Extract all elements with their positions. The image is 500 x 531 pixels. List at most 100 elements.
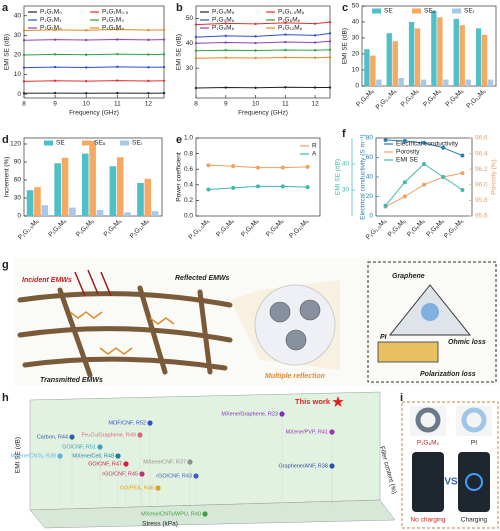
bar bbox=[61, 157, 69, 216]
marker bbox=[305, 185, 310, 190]
legend-swatch bbox=[44, 140, 53, 146]
pores bbox=[269, 299, 321, 351]
x-tick-label: P₁G₁.₅M₆ bbox=[375, 87, 399, 111]
phone bbox=[458, 452, 490, 512]
x-tick-label: P₁G₃M₆ bbox=[47, 217, 68, 238]
point-label: Graphene/ANF, R38 bbox=[278, 463, 328, 469]
tick-label: 20 bbox=[14, 52, 22, 59]
marker bbox=[313, 86, 317, 89]
label: Graphene bbox=[392, 273, 425, 280]
marker bbox=[383, 203, 388, 208]
point-label: GO/CNF, R51 bbox=[62, 444, 96, 450]
marker bbox=[147, 79, 150, 83]
marker bbox=[460, 188, 465, 192]
marker bbox=[422, 162, 426, 166]
legend-label: Electrical conductivity bbox=[396, 141, 459, 148]
marker bbox=[22, 80, 26, 83]
line bbox=[23, 53, 165, 56]
pore bbox=[285, 329, 307, 351]
legend-label: P₁G₃M₆ bbox=[212, 17, 235, 24]
marker bbox=[313, 56, 317, 59]
marker bbox=[284, 21, 287, 25]
legend-label: P₁G₉M₆ bbox=[212, 25, 235, 32]
point-label: rGO/CNF, R45 bbox=[102, 471, 138, 477]
point-label: MXene/PVP, R41 bbox=[286, 429, 328, 435]
legend-label: P₁G₁M₃ bbox=[102, 17, 124, 24]
tick-label: 20 bbox=[366, 193, 374, 200]
tick-label: 120 bbox=[10, 141, 21, 148]
marker bbox=[162, 53, 166, 56]
x-tick-label: 8 bbox=[22, 101, 26, 108]
point bbox=[137, 432, 143, 438]
marker bbox=[53, 65, 57, 69]
fibers bbox=[17, 285, 233, 378]
marker bbox=[116, 28, 119, 31]
marker bbox=[256, 165, 260, 170]
marker bbox=[254, 35, 257, 38]
point-label: rGO/CNF, R43 bbox=[156, 473, 192, 479]
marker bbox=[328, 48, 332, 51]
tick-label: 40 bbox=[342, 161, 350, 168]
marker bbox=[194, 23, 198, 26]
axis-label: Power coefficient bbox=[176, 152, 183, 202]
legend-swatch bbox=[372, 8, 381, 14]
marker bbox=[402, 180, 407, 185]
axis-label: EMI SE (dB) bbox=[4, 34, 11, 70]
legend-label: P₁G₁M₁ bbox=[40, 17, 62, 24]
bar bbox=[144, 178, 152, 216]
marker bbox=[85, 38, 88, 42]
label: PI bbox=[471, 440, 477, 447]
line bbox=[195, 86, 330, 89]
marker bbox=[53, 38, 57, 41]
marker bbox=[22, 92, 26, 95]
charging-ring bbox=[465, 473, 483, 491]
x-tick-label: 11 bbox=[114, 101, 121, 108]
x-tick-label: P₁G₃M₆ bbox=[215, 217, 236, 238]
marker bbox=[53, 28, 57, 32]
point-label: This work bbox=[295, 397, 331, 406]
tick-label: 96.0 bbox=[475, 182, 488, 189]
bar bbox=[109, 166, 117, 216]
marker bbox=[53, 53, 57, 56]
tick-label: 40 bbox=[366, 174, 374, 181]
bar bbox=[69, 207, 76, 216]
fiber bbox=[197, 289, 213, 375]
x-tick-label: 12 bbox=[145, 101, 153, 108]
point-label: Fe₃O₄/Graphene, R49 bbox=[82, 432, 136, 438]
tick-label: 96.4 bbox=[475, 150, 488, 157]
pore bbox=[299, 299, 321, 321]
legend-label: P₁G₀M₆ bbox=[212, 9, 235, 16]
x-tick-label: P₁G₀M₆ bbox=[355, 87, 376, 108]
bar bbox=[453, 18, 459, 86]
arrow bbox=[87, 269, 99, 295]
x-tick-label: 10 bbox=[252, 101, 260, 108]
legend-label: SEᵣ bbox=[132, 140, 143, 147]
point bbox=[147, 420, 153, 426]
point bbox=[329, 463, 335, 469]
panel-label: c bbox=[342, 2, 348, 14]
line bbox=[195, 32, 331, 38]
point-label: MXene/Graphene, R23 bbox=[221, 411, 278, 417]
legend-label: P₁G₁M₉ bbox=[102, 25, 124, 32]
marker bbox=[206, 163, 211, 168]
bar bbox=[96, 210, 104, 216]
x-tick-label: P₁G₁₂M₆ bbox=[129, 217, 151, 239]
marker bbox=[147, 28, 150, 32]
legend-label: SE bbox=[384, 8, 393, 15]
x-tick-label: P₁G₁.₅M₆ bbox=[17, 217, 41, 241]
point-label: GO/PEA, R46 bbox=[120, 485, 154, 491]
line bbox=[23, 38, 165, 41]
marker bbox=[422, 140, 426, 145]
marker bbox=[254, 56, 257, 60]
marker bbox=[256, 184, 260, 189]
marker bbox=[383, 137, 388, 142]
x-tick-label: P₁G₁.₅M₆ bbox=[365, 217, 389, 241]
bar bbox=[481, 34, 488, 86]
marker bbox=[116, 52, 119, 56]
marker bbox=[224, 86, 227, 89]
axis-label: EMI SE (dB) bbox=[15, 437, 22, 473]
bar bbox=[54, 163, 61, 216]
legend-label: Porosity bbox=[396, 149, 420, 156]
tick-label: 80 bbox=[366, 135, 374, 142]
